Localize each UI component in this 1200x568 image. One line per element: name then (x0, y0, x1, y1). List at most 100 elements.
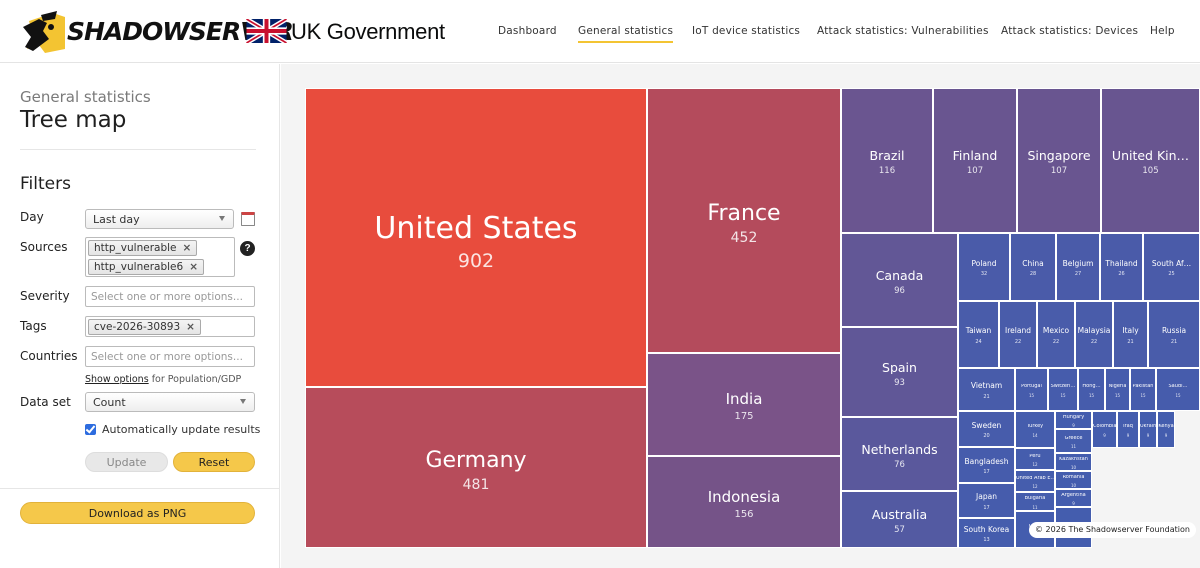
tag-chip[interactable]: cve-2026-30893 × (88, 319, 201, 335)
treemap-cell[interactable]: Vietnam 21 (958, 368, 1015, 411)
treemap-cell[interactable]: Taiwan 24 (958, 301, 999, 368)
treemap-cell-value: 15 (1028, 392, 1035, 398)
treemap-cell-label: Saudi… (1168, 384, 1188, 389)
treemap-cell[interactable]: Belgium 27 (1056, 233, 1100, 301)
treemap-cell[interactable]: United Kin… 105 (1101, 88, 1200, 233)
treemap-cell[interactable]: Bulgaria 11 (1015, 492, 1055, 511)
show-options-link[interactable]: Show options (85, 374, 149, 385)
treemap-cell-value: 452 (730, 229, 758, 246)
treemap-cell[interactable]: Kazakhstan 10 (1055, 453, 1092, 471)
treemap-cell[interactable]: Iraq 9 (1117, 411, 1139, 448)
treemap-cell-value: 21 (1170, 338, 1178, 345)
treemap-cell[interactable]: Ukraine 9 (1139, 411, 1157, 448)
remove-icon[interactable]: × (186, 321, 195, 333)
download-png-button[interactable]: Download as PNG (20, 502, 255, 524)
treemap-cell[interactable]: Nigeria 15 (1105, 368, 1130, 411)
treemap-cell[interactable]: Peru 12 (1015, 448, 1055, 470)
treemap-cell-value: 10 (1070, 483, 1077, 489)
breadcrumb[interactable]: General statistics (20, 88, 151, 106)
treemap-cell[interactable]: Spain 93 (841, 327, 958, 417)
treemap-cell[interactable]: Sweden 20 (958, 411, 1015, 447)
nav-general-statistics[interactable]: General statistics (578, 25, 674, 43)
treemap-cell[interactable]: Singapore 107 (1017, 88, 1101, 233)
severity-label: Severity (20, 289, 70, 303)
auto-update-checkbox[interactable] (85, 424, 96, 435)
treemap-cell-value: 9 (1103, 432, 1106, 438)
treemap-cell[interactable]: Bangladesh 17 (958, 447, 1015, 483)
treemap-cell[interactable]: Mexico 22 (1037, 301, 1075, 368)
nav-attack-devices[interactable]: Attack statistics: Devices (1001, 25, 1139, 37)
treemap-cell[interactable]: Brazil 116 (841, 88, 933, 233)
treemap-cell[interactable]: United Arab E… 12 (1015, 470, 1055, 492)
treemap-cell-label: Finland (952, 149, 998, 163)
calendar-icon[interactable] (241, 212, 255, 226)
treemap-cell[interactable]: Canada 96 (841, 233, 958, 327)
sources-label: Sources (20, 240, 68, 254)
remove-icon[interactable]: × (182, 242, 192, 254)
source-chip[interactable]: http_vulnerable × (88, 240, 198, 256)
treemap-cell[interactable]: Colombia 9 (1092, 411, 1117, 448)
treemap-cell[interactable]: Saudi… 15 (1156, 368, 1200, 411)
treemap-cell[interactable]: Ireland 22 (999, 301, 1037, 368)
nav-dashboard[interactable]: Dashboard (498, 25, 557, 37)
treemap-cell[interactable]: Indonesia 156 (647, 456, 841, 548)
severity-multiselect[interactable]: Select one or more options... (85, 286, 255, 307)
treemap-cell[interactable]: Pakistan 15 (1130, 368, 1156, 411)
treemap-cell[interactable]: China 28 (1010, 233, 1056, 301)
data-set-select[interactable]: Count (85, 392, 255, 412)
treemap-cell-value: 22 (1052, 338, 1060, 345)
treemap-cell-label: Vietnam (970, 382, 1003, 391)
reset-button[interactable]: Reset (173, 452, 255, 472)
treemap-cell[interactable]: Malaysia 22 (1075, 301, 1113, 368)
chevron-down-icon (219, 216, 225, 221)
treemap-cell[interactable]: Finland 107 (933, 88, 1017, 233)
treemap-cell[interactable]: Argentina 9 (1055, 489, 1092, 507)
treemap-cell[interactable]: South Af… 25 (1143, 233, 1200, 301)
treemap-cell[interactable]: Russia 21 (1148, 301, 1200, 368)
treemap-cell[interactable]: India 175 (647, 353, 841, 456)
source-chip[interactable]: http_vulnerable6 × (88, 259, 204, 275)
treemap-cell[interactable]: Italy 21 (1113, 301, 1148, 368)
treemap-cell[interactable]: Switzerl… 15 (1048, 368, 1078, 411)
treemap-cell[interactable]: Australia 57 (841, 491, 958, 548)
treemap-cell-label: Bangladesh (964, 457, 1009, 466)
treemap-cell[interactable]: South Korea 13 (958, 518, 1015, 548)
treemap-cell-label: Kenya (1158, 424, 1174, 429)
auto-update-label[interactable]: Automatically update results (102, 423, 261, 436)
treemap-cell[interactable]: Kenya 9 (1157, 411, 1175, 448)
treemap-cell-value: 9 (1146, 432, 1150, 438)
treemap-cell[interactable]: United States 902 (305, 88, 647, 387)
treemap-cell[interactable]: Germany 481 (305, 387, 647, 548)
treemap-cell[interactable]: Hungary 9 (1055, 411, 1092, 429)
treemap-cell[interactable]: Turkey 14 (1015, 411, 1055, 448)
treemap-cell[interactable]: Netherlands 76 (841, 417, 958, 491)
treemap-cell[interactable]: Portugal 15 (1015, 368, 1048, 411)
help-icon[interactable]: ? (240, 241, 255, 256)
treemap-cell-label: Poland (971, 259, 997, 268)
chevron-down-icon (240, 399, 246, 404)
nav-help[interactable]: Help (1150, 25, 1175, 37)
treemap-cell[interactable]: Poland 32 (958, 233, 1010, 301)
treemap-cell-value: 116 (878, 166, 896, 177)
divider (0, 488, 279, 489)
treemap-cell[interactable]: Thailand 26 (1100, 233, 1143, 301)
nav-iot-device-statistics[interactable]: IoT device statistics (692, 25, 801, 37)
divider (20, 149, 256, 150)
treemap-cell-label: Argentina (1061, 492, 1086, 498)
remove-icon[interactable]: × (189, 261, 198, 273)
treemap-cell-value: 105 (1142, 166, 1159, 177)
sources-multiselect[interactable]: http_vulnerable × http_vulnerable6 × (85, 237, 235, 277)
shadowserver-logo[interactable]: SHADOWSERVER (19, 9, 294, 55)
treemap-cell[interactable]: France 452 (647, 88, 841, 353)
treemap-cell-value: 9 (1072, 423, 1075, 429)
countries-multiselect[interactable]: Select one or more options... (85, 346, 255, 367)
tags-multiselect[interactable]: cve-2026-30893 × (85, 316, 255, 337)
day-select[interactable]: Last day (85, 209, 234, 229)
treemap-cell[interactable]: Hong… 15 (1078, 368, 1105, 411)
treemap-cell[interactable]: Romania 10 (1055, 471, 1092, 489)
treemap-cell[interactable]: Greece 11 (1055, 429, 1092, 453)
treemap-cell[interactable]: Japan 17 (958, 483, 1015, 518)
copyright-badge: © 2026 The Shadowserver Foundation (1029, 522, 1196, 538)
update-button[interactable]: Update (85, 452, 168, 472)
nav-attack-vulnerabilities[interactable]: Attack statistics: Vulnerabilities (817, 25, 989, 37)
